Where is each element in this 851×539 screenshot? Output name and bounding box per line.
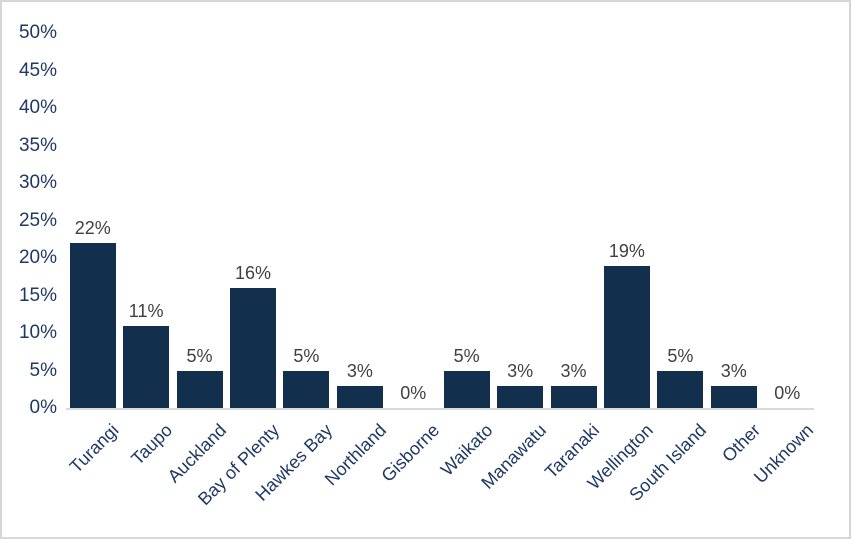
- bar-data-label: 5%: [186, 345, 213, 366]
- bar-data-label: 22%: [74, 218, 111, 238]
- y-axis-tick-label: 35%: [18, 134, 57, 156]
- x-axis-category-label: Taupo: [127, 420, 177, 469]
- y-axis-tick-label: 45%: [18, 59, 57, 81]
- bar-data-label: 11%: [128, 300, 164, 321]
- bar: [657, 370, 704, 408]
- bar-column: 5% Waikato: [437, 33, 497, 480]
- y-axis-tick-label: 30%: [18, 172, 57, 193]
- bar-data-label: 3%: [507, 360, 534, 381]
- bar: [176, 370, 223, 408]
- bar-column: 3% Other: [707, 33, 764, 466]
- bar: [69, 243, 116, 408]
- bar-data-label: 3%: [346, 360, 373, 381]
- y-axis-tick-label: 10%: [18, 322, 57, 343]
- bar: [603, 265, 650, 408]
- bar: [710, 385, 757, 408]
- bar: [283, 370, 330, 408]
- bar: [123, 325, 170, 408]
- bar-column: 5% South Island: [626, 33, 711, 505]
- bar-data-label: 16%: [234, 263, 271, 283]
- bar-column: 5% Hawkes Bay: [252, 33, 337, 505]
- bar-column: 22% Turangi: [66, 33, 123, 477]
- bar-column: 5% Auckland: [163, 33, 230, 487]
- bar-data-label: 5%: [667, 345, 694, 366]
- bar-data-label: 5%: [293, 345, 320, 366]
- y-axis-tick-label: 25%: [18, 209, 57, 231]
- bar-column: 19% Wellington: [584, 33, 657, 494]
- y-axis-tick-label: 0%: [29, 397, 57, 418]
- bar-data-label: 5%: [453, 345, 480, 366]
- bar: [550, 385, 597, 408]
- y-axis-tick-label: 40%: [18, 97, 57, 118]
- bar-column: 0% Gisborne: [378, 33, 444, 486]
- bar: [497, 385, 544, 408]
- x-axis-category-label: Turangi: [66, 420, 123, 477]
- y-axis-tick-label: 50%: [18, 22, 57, 43]
- bar: [443, 370, 490, 408]
- bar-data-label: 0%: [400, 383, 427, 403]
- bar-column: 16% Bay of Plenty: [194, 33, 283, 509]
- bar-column: 11% Taupo: [119, 33, 176, 469]
- bar: [336, 385, 383, 408]
- y-axis-tick-label: 15%: [18, 284, 57, 306]
- bar-column: 3% Northland: [321, 33, 390, 490]
- bar-data-label: 3%: [720, 360, 747, 381]
- bar-column: 3% Manawatu: [477, 33, 550, 493]
- bars-container: 22% Turangi 11% Taupo 5% Auckland 16% Bay of Pl…: [66, 33, 817, 509]
- bar: [229, 288, 276, 408]
- bar-data-label: 19%: [608, 240, 645, 261]
- bar-data-label: 3%: [560, 360, 587, 381]
- x-axis-category-label: Gisborne: [377, 420, 444, 486]
- y-axis-tick-label: 5%: [29, 359, 57, 381]
- bar-data-label: 0%: [774, 383, 801, 403]
- x-axis-category-label: Other: [717, 420, 764, 466]
- plot-area: 0% 5% 10% 15% 20% 25% 30% 35% 40% 45% 50% 22% Turan…: [19, 22, 817, 509]
- bar-column: 3% Taranaki: [541, 33, 603, 483]
- y-axis-tick-label: 20%: [18, 247, 57, 268]
- bar-column: 0% Unknown: [750, 33, 817, 487]
